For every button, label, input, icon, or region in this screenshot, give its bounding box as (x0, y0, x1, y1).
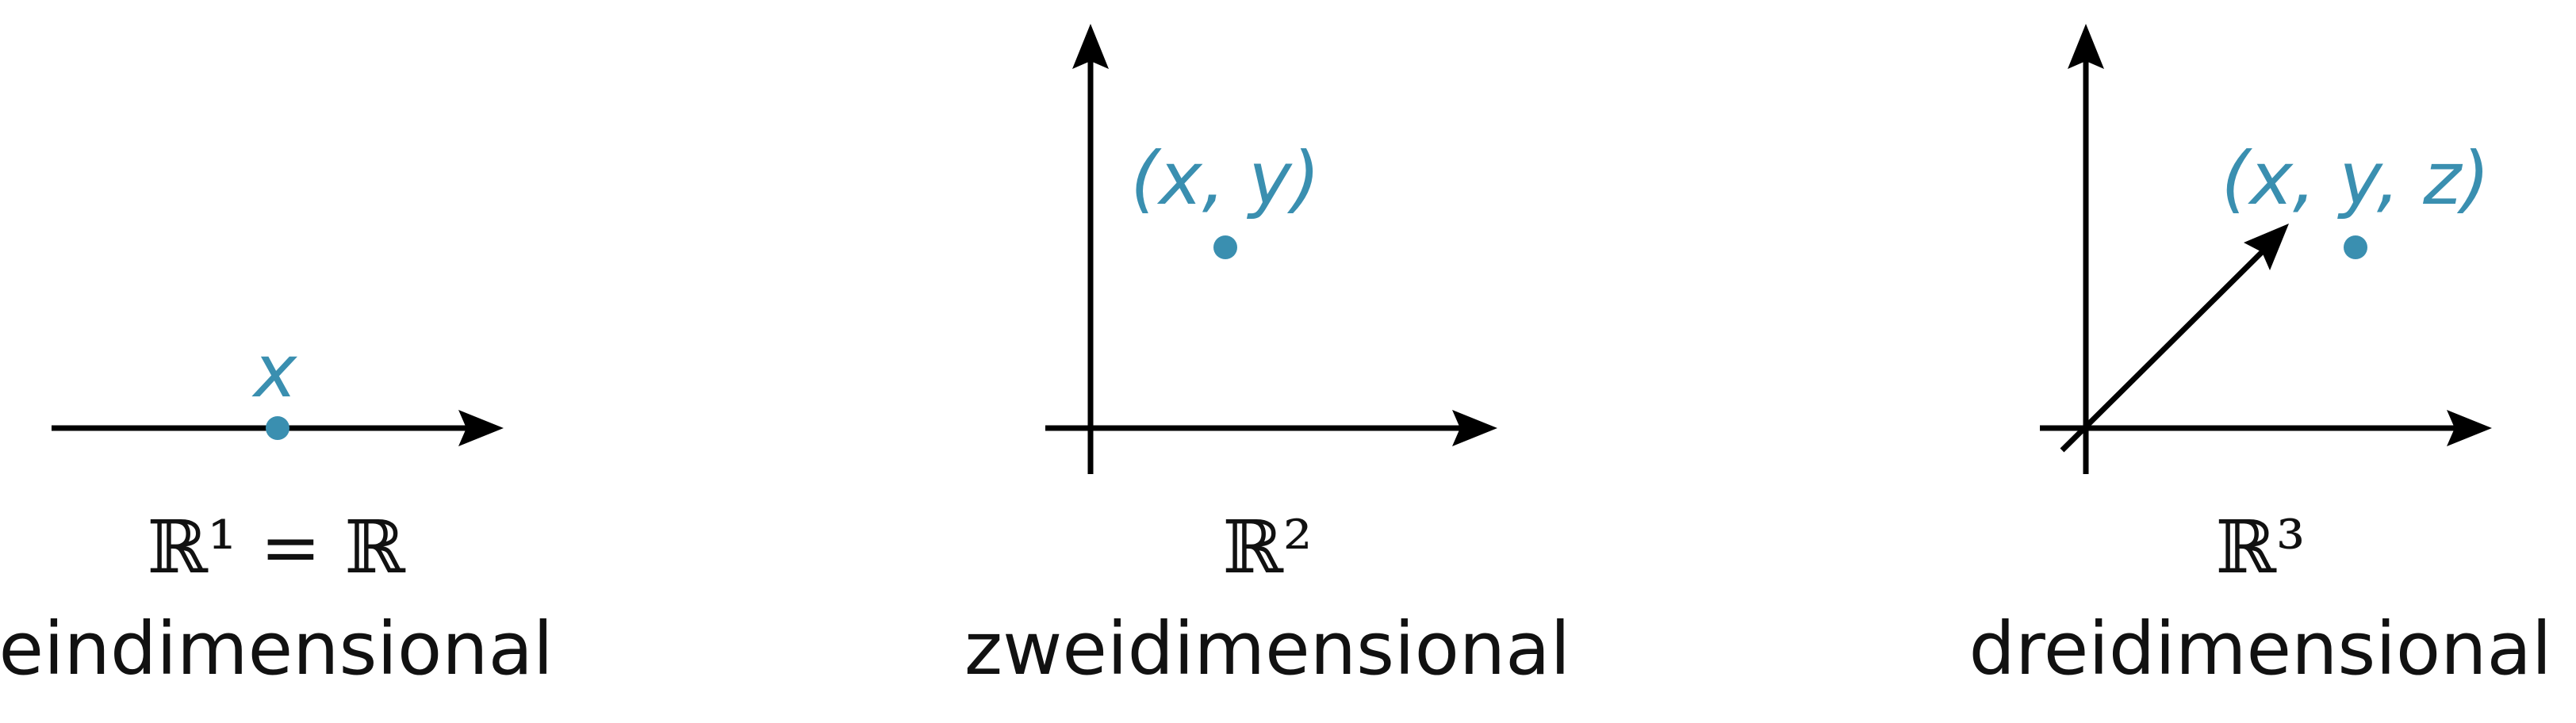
space-label: ℝ² (1222, 505, 1312, 590)
panel-1d: x ℝ¹ = ℝ eindimensional (0, 329, 553, 691)
point-label: (x, y) (1130, 136, 1320, 221)
y-axis-arrowhead (1072, 24, 1109, 69)
dimension-label: eindimensional (0, 606, 553, 691)
point-label: x (251, 329, 298, 414)
space-label: ℝ³ (2215, 505, 2305, 590)
y-axis-arrowhead (2068, 24, 2104, 69)
point-dot (266, 416, 289, 440)
x-axis-arrowhead (2447, 410, 2492, 446)
point-label: (x, y, z) (2221, 136, 2490, 221)
z-axis (2060, 247, 2267, 453)
point-dot (1213, 235, 1237, 259)
point-dot (2344, 235, 2367, 259)
panel-3d: (x, y, z) ℝ³ dreidimensional (1969, 24, 2552, 691)
x-axis-arrowhead (458, 410, 504, 446)
z-axis-arrowhead (2244, 224, 2289, 270)
dimension-label: zweidimensional (964, 606, 1570, 691)
space-label: ℝ¹ = ℝ (147, 505, 406, 590)
x-axis-arrowhead (1452, 410, 1497, 446)
panel-2d: (x, y) ℝ² zweidimensional (964, 24, 1570, 691)
dimension-label: dreidimensional (1969, 606, 2552, 691)
